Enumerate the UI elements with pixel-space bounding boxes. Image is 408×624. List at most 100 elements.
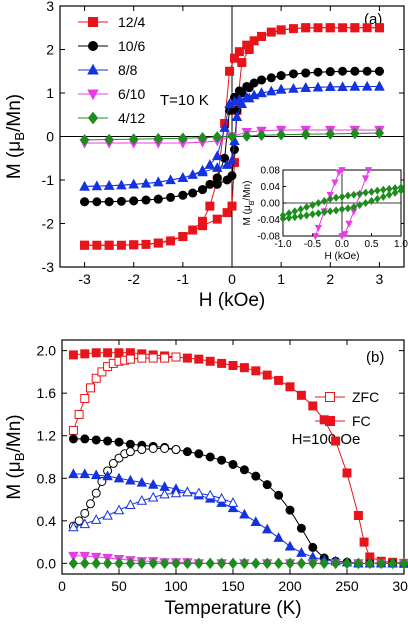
inset-point-6/10 — [338, 167, 346, 175]
inset-point-4/12 — [338, 192, 346, 201]
data-point-4/12 — [276, 128, 286, 141]
data-point-FC — [114, 557, 124, 570]
inset-point-6/10 — [341, 231, 349, 238]
x-tick-label: 300 — [392, 578, 408, 594]
x-axis-label: H (kOe) — [199, 290, 266, 311]
data-point-FC — [262, 370, 272, 380]
inset-point-4/12 — [309, 210, 316, 219]
data-point-10/6 — [276, 71, 286, 81]
inset-y-axis-label-tail: /Mn) — [242, 181, 253, 201]
data-point-12/4 — [104, 240, 114, 250]
data-point-10/6 — [205, 179, 215, 189]
data-point-FC — [90, 552, 102, 563]
inset-x-tick-label: 0.0 — [335, 239, 349, 250]
data-point-FC — [103, 436, 113, 446]
data-point-ZFC — [102, 509, 113, 520]
data-point-8/8 — [165, 174, 176, 185]
data-point-ZFC — [125, 354, 135, 364]
y-tick-label: 0 — [46, 129, 54, 145]
data-point-12/4 — [237, 58, 247, 68]
data-point-ZFC — [125, 447, 135, 457]
legend-label: 6/10 — [118, 86, 145, 102]
inset-point-6/10 — [331, 179, 339, 187]
data-point-12/4 — [288, 24, 298, 34]
y-axis-label-sub: B — [12, 132, 27, 141]
data-point-ZFC — [171, 445, 181, 455]
data-point-4/12 — [212, 131, 222, 143]
data-point-FC — [182, 447, 192, 457]
data-point-FC — [274, 490, 284, 500]
data-point-ZFC — [170, 487, 182, 498]
data-point-ZFC — [160, 443, 170, 453]
x-axis-label: Temperature (K) — [164, 598, 301, 619]
inset-x-tick-label: -0.5 — [304, 239, 322, 250]
data-point-FC — [147, 478, 159, 489]
y-axis-label: M (μB/Mn) — [4, 414, 27, 499]
data-point-FC — [217, 358, 227, 368]
data-point-FC — [342, 557, 352, 570]
data-point-10/6 — [325, 67, 335, 77]
data-point-ZFC — [68, 521, 79, 532]
data-point-8/8 — [177, 172, 189, 182]
data-point-ZFC — [147, 491, 159, 502]
data-point-12/4 — [178, 232, 188, 242]
data-point-10/6 — [92, 197, 102, 207]
data-point-10/6 — [350, 66, 360, 76]
data-point-12/4 — [227, 201, 237, 211]
data-point-FC — [102, 470, 113, 481]
data-point-8/8 — [325, 81, 336, 92]
inset-point-4/12 — [303, 203, 310, 212]
data-point-10/6 — [288, 69, 298, 79]
data-point-FC — [251, 557, 261, 570]
inset-point-4/12 — [374, 194, 381, 203]
x-tick-label: -3 — [78, 271, 91, 287]
data-point-12/4 — [188, 225, 198, 235]
inset-point-4/12 — [350, 203, 358, 212]
panel-label: (b) — [366, 349, 384, 366]
data-point-FC — [273, 532, 284, 542]
data-point-FC — [285, 505, 295, 515]
y-tick-label: -2 — [42, 216, 55, 232]
legend-label: FC — [352, 413, 371, 429]
data-point-FC — [353, 557, 364, 570]
data-point-12/4 — [222, 208, 232, 218]
data-point-FC — [194, 354, 204, 364]
x-tick-label: 50 — [111, 578, 127, 594]
data-point-10/6 — [256, 75, 266, 85]
data-point-FC — [296, 557, 307, 570]
inset-point-4/12 — [332, 193, 340, 202]
data-point-10/6 — [178, 190, 188, 200]
inset-y-tick-label: -0.08 — [257, 232, 280, 243]
legend-label: ZFC — [352, 389, 379, 405]
data-point-ZFC — [137, 353, 147, 363]
data-point-10/6 — [104, 197, 114, 207]
data-point-ZFC — [148, 443, 158, 453]
data-point-12/4 — [234, 47, 244, 57]
data-point-FC — [205, 557, 215, 570]
data-point-FC — [239, 508, 250, 519]
data-point-8/8 — [226, 154, 238, 165]
inset-point-4/12 — [315, 209, 322, 218]
data-point-8/8 — [349, 80, 361, 91]
data-point-ZFC — [148, 353, 158, 363]
data-point-FC — [251, 471, 261, 481]
legend-marker — [87, 63, 99, 75]
data-point-12/4 — [141, 239, 151, 249]
inset-point-6/10 — [345, 220, 353, 228]
data-point-FC — [365, 557, 375, 570]
inset-point-4/12 — [368, 196, 375, 205]
inset-point-4/12 — [344, 191, 352, 200]
y-tick-label: 2.0 — [37, 343, 57, 359]
data-point-FC — [342, 468, 352, 478]
data-point-8/8 — [219, 122, 230, 132]
data-point-8/8 — [79, 180, 90, 191]
y-tick-label: 1.2 — [37, 428, 57, 444]
data-point-FC — [359, 537, 369, 547]
data-point-ZFC — [68, 425, 78, 435]
data-point-ZFC — [216, 492, 227, 503]
data-point-10/6 — [166, 192, 176, 202]
data-point-FC — [239, 557, 250, 570]
data-point-FC — [91, 557, 101, 570]
y-tick-label: 0.8 — [37, 470, 57, 486]
data-point-ZFC — [160, 353, 170, 363]
